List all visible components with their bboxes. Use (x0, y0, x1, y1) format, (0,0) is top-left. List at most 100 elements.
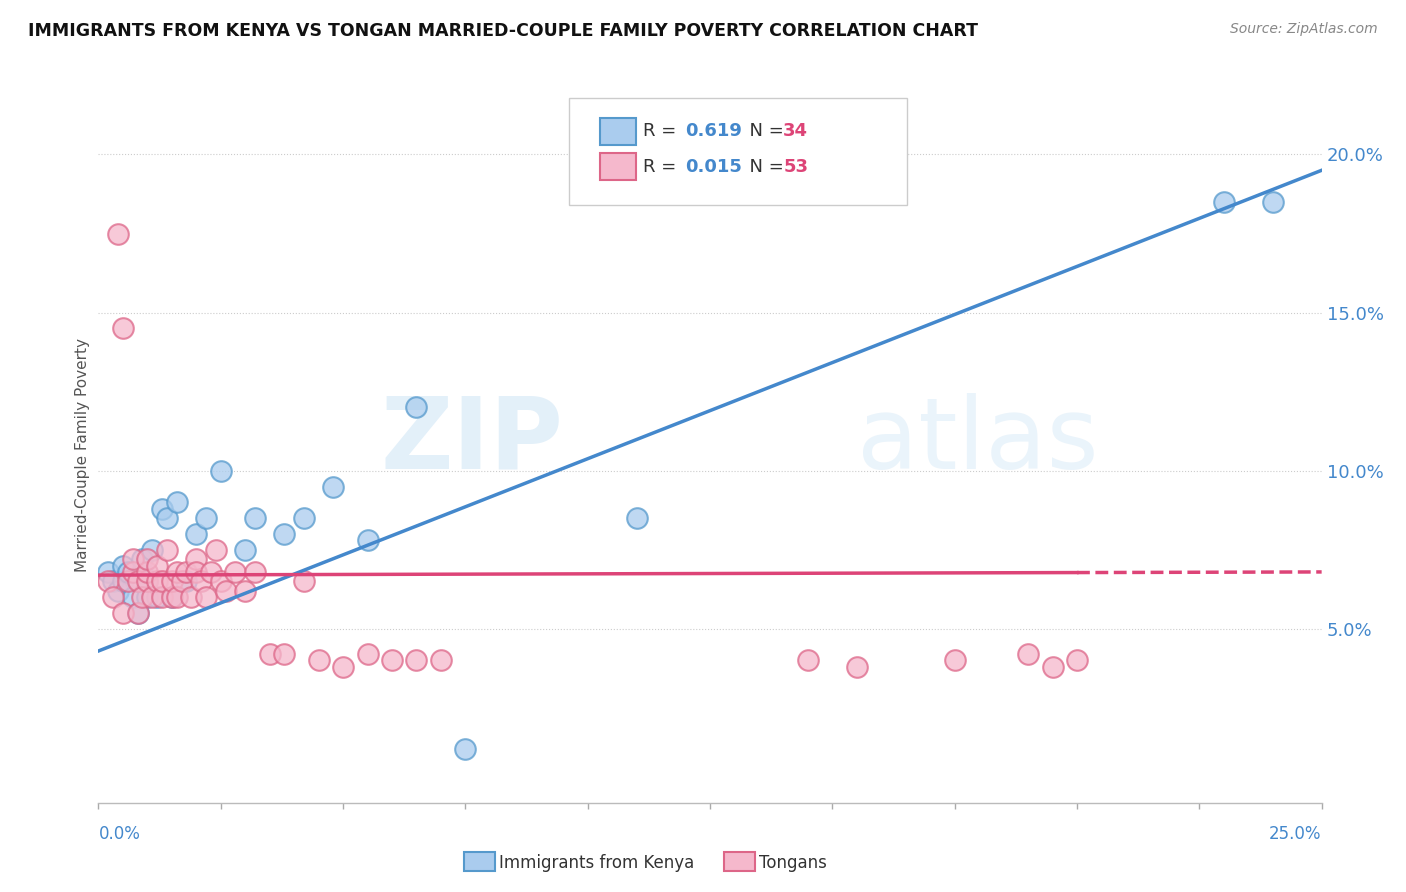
Point (259, 647, 281, 661)
Point (195, 591, 218, 605)
Text: Tongans: Tongans (759, 854, 827, 871)
Point (127, 606, 149, 620)
Point (111, 606, 134, 620)
Point (1042, 660, 1064, 674)
Point (176, 574, 198, 589)
Point (845, 660, 868, 674)
Point (322, 479, 344, 493)
Point (454, 742, 477, 756)
Point (200, 565, 222, 579)
Point (190, 574, 212, 589)
Text: N =: N = (738, 158, 790, 176)
Point (224, 565, 246, 579)
Point (121, 552, 143, 566)
Point (176, 565, 198, 579)
Text: 0.619: 0.619 (685, 122, 741, 140)
Point (131, 591, 153, 605)
Point (186, 552, 208, 566)
Point (1017, 647, 1039, 661)
Point (141, 542, 163, 557)
Point (292, 574, 315, 589)
Point (121, 591, 143, 605)
Point (111, 574, 134, 589)
Point (107, 227, 129, 241)
Point (117, 565, 139, 579)
Point (292, 511, 315, 525)
Point (127, 606, 149, 620)
Text: atlas: atlas (856, 392, 1098, 490)
Point (117, 574, 139, 589)
Point (214, 583, 236, 598)
Point (150, 574, 173, 589)
Point (141, 591, 163, 605)
Text: R =: R = (643, 122, 682, 140)
Text: Source: ZipAtlas.com: Source: ZipAtlas.com (1230, 22, 1378, 37)
Point (146, 591, 169, 605)
Point (209, 464, 232, 478)
Point (195, 511, 218, 525)
Text: 53: 53 (783, 158, 808, 176)
Point (160, 574, 183, 589)
Point (356, 533, 378, 548)
Point (1261, 194, 1284, 209)
Point (243, 565, 266, 579)
Point (943, 653, 966, 667)
Text: 34: 34 (783, 122, 808, 140)
Point (160, 591, 183, 605)
Point (146, 558, 169, 573)
Point (127, 574, 149, 589)
Point (150, 501, 173, 516)
Point (405, 653, 427, 667)
Point (146, 574, 169, 589)
Point (97, 565, 120, 579)
Text: Immigrants from Kenya: Immigrants from Kenya (499, 854, 695, 871)
Point (205, 542, 228, 557)
Point (160, 591, 183, 605)
Point (233, 542, 256, 557)
Point (136, 565, 159, 579)
Point (626, 511, 648, 525)
Point (136, 591, 159, 605)
Point (273, 647, 295, 661)
Point (127, 574, 149, 589)
Point (166, 495, 188, 509)
Text: N =: N = (738, 122, 790, 140)
Point (356, 647, 378, 661)
Text: ZIP: ZIP (381, 392, 564, 490)
Point (156, 542, 179, 557)
Point (111, 558, 134, 573)
Point (1212, 194, 1234, 209)
Point (131, 565, 153, 579)
Point (111, 321, 134, 335)
Text: R =: R = (643, 158, 682, 176)
Point (166, 565, 188, 579)
Point (209, 574, 232, 589)
Point (186, 565, 208, 579)
Point (1066, 653, 1088, 667)
Point (101, 574, 124, 589)
Point (156, 511, 179, 525)
Point (107, 583, 129, 598)
Point (131, 552, 153, 566)
Point (180, 591, 202, 605)
Text: 25.0%: 25.0% (1270, 825, 1322, 843)
Point (166, 591, 188, 605)
Point (405, 401, 427, 415)
Point (797, 653, 820, 667)
Point (308, 653, 330, 667)
Point (97, 574, 120, 589)
Point (136, 574, 159, 589)
Y-axis label: Married-Couple Family Poverty: Married-Couple Family Poverty (75, 338, 90, 572)
Point (170, 574, 193, 589)
Point (121, 565, 143, 579)
Point (430, 653, 453, 667)
Point (136, 574, 159, 589)
Point (136, 552, 159, 566)
Text: 0.015: 0.015 (685, 158, 741, 176)
Text: 0.0%: 0.0% (98, 825, 141, 843)
Point (243, 511, 266, 525)
Point (273, 527, 295, 541)
Point (101, 591, 124, 605)
Text: IMMIGRANTS FROM KENYA VS TONGAN MARRIED-COUPLE FAMILY POVERTY CORRELATION CHART: IMMIGRANTS FROM KENYA VS TONGAN MARRIED-… (28, 22, 979, 40)
Point (233, 583, 256, 598)
